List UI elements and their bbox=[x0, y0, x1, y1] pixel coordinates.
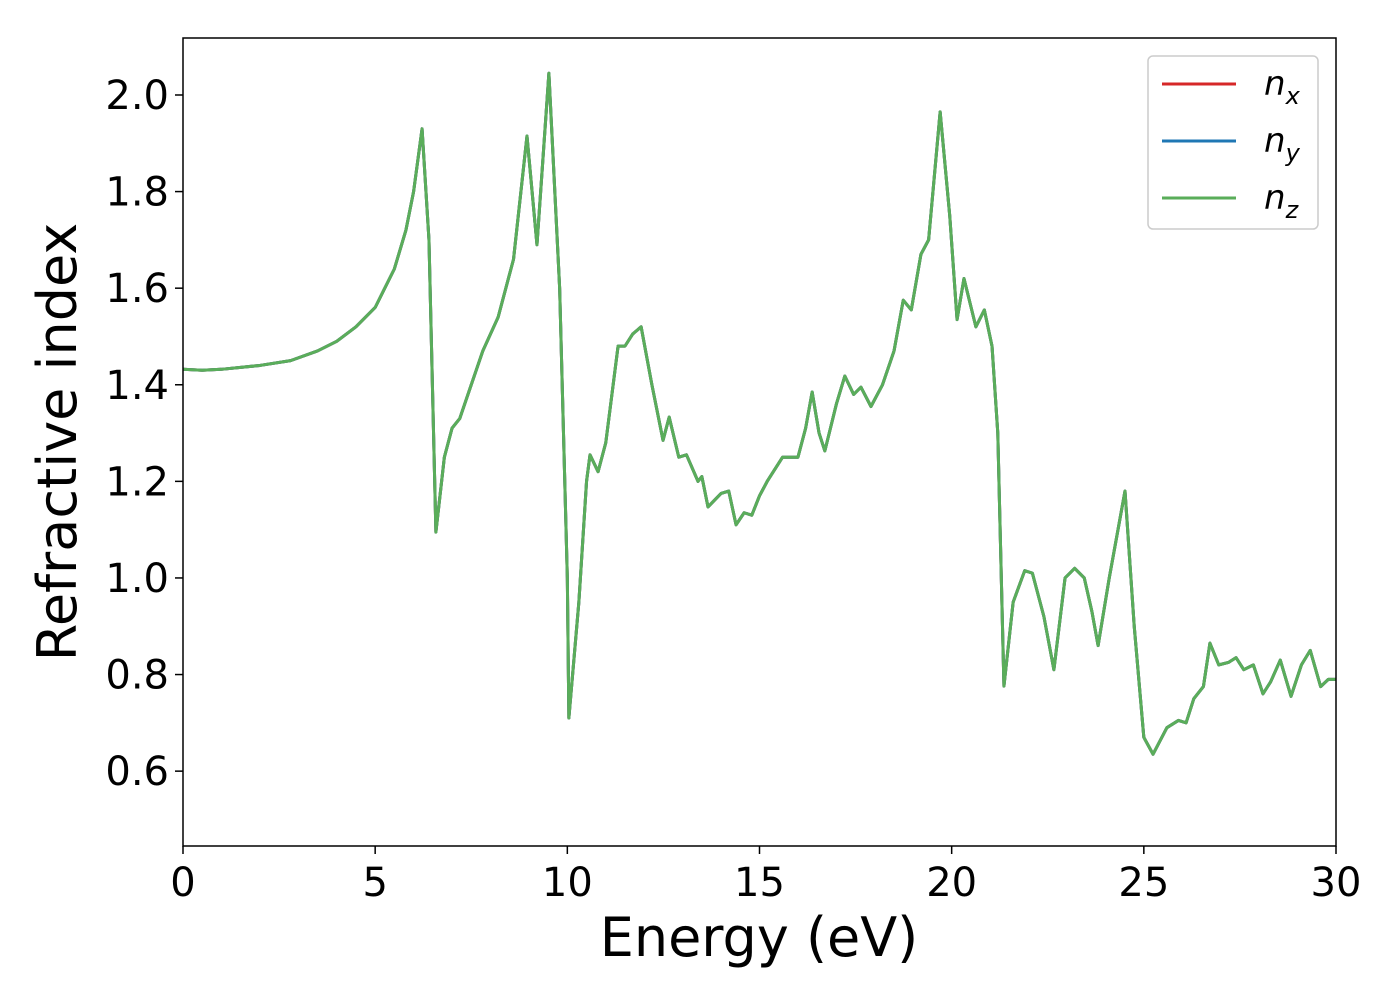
line-series bbox=[182, 71, 1336, 756]
x-tick-label: 10 bbox=[542, 860, 593, 906]
plot-frame bbox=[182, 37, 1337, 847]
legend-label: nx bbox=[1264, 64, 1301, 110]
legend: nx ny nz bbox=[1147, 55, 1319, 230]
legend-label: ny bbox=[1264, 121, 1301, 167]
x-tick-label: 15 bbox=[734, 860, 785, 906]
x-tick-label: 0 bbox=[170, 860, 195, 906]
y-axis-label: Refractive index bbox=[26, 223, 89, 662]
x-tick-label: 25 bbox=[1118, 860, 1169, 906]
y-tick-label: 2.0 bbox=[105, 73, 169, 119]
y-tick-label: 1.0 bbox=[105, 556, 169, 602]
y-tick-label: 0.6 bbox=[105, 749, 169, 795]
y-tick-label: 1.4 bbox=[105, 363, 169, 409]
x-tick-label: 20 bbox=[926, 860, 977, 906]
y-tick-label: 1.6 bbox=[105, 266, 169, 312]
y-tick-label: 0.8 bbox=[105, 653, 169, 699]
x-tick-label: 30 bbox=[1311, 860, 1362, 906]
y-tick-label: 1.2 bbox=[105, 459, 169, 505]
y-tick-label: 1.8 bbox=[105, 170, 169, 216]
x-axis-label: Energy (eV) bbox=[600, 906, 919, 969]
legend-label: nz bbox=[1264, 178, 1300, 224]
x-tick-label: 5 bbox=[362, 860, 387, 906]
